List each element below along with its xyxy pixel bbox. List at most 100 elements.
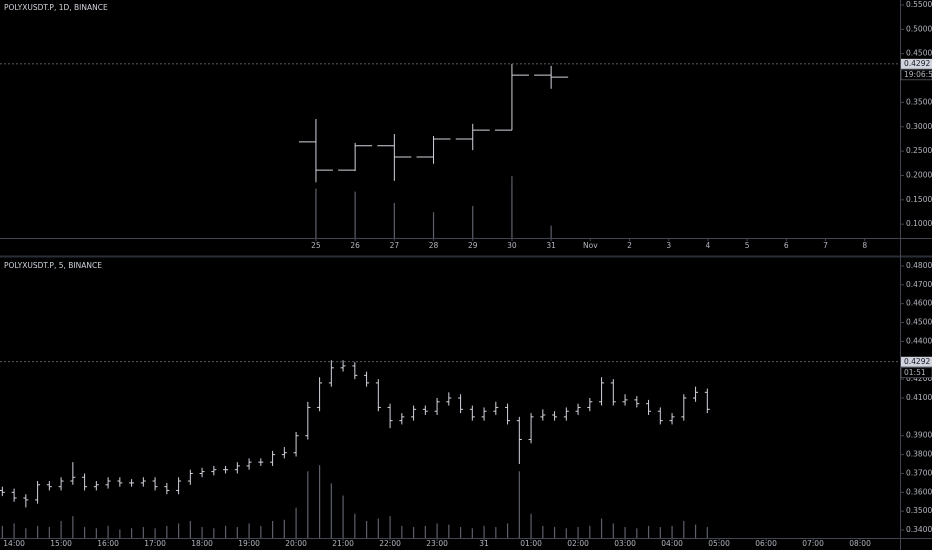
x-tick-label: 06:00	[755, 539, 777, 548]
countdown-box	[900, 367, 932, 379]
volume-bar	[315, 188, 317, 238]
price-label: 0.4292	[904, 59, 930, 68]
volume-bar	[472, 206, 474, 238]
volume-bar	[330, 483, 332, 538]
y-tick-label: 0.4500	[906, 318, 932, 327]
volume-bar	[459, 527, 462, 538]
price-label-box	[901, 356, 932, 367]
volume-bar	[542, 525, 544, 538]
chart-title: POLYXUSDT.P, 5, BINANCE	[4, 261, 102, 270]
volume-bar	[436, 523, 438, 538]
y-tick-label: 0.2000	[906, 170, 932, 179]
x-tick-label: Nov	[583, 241, 598, 250]
volume-bar	[565, 528, 567, 538]
volume-bar	[471, 528, 473, 538]
volume-bar	[1, 525, 3, 538]
y-tick-label: 0.3500	[906, 97, 932, 106]
volume-bar	[495, 527, 497, 538]
volume-bar	[154, 528, 156, 538]
countdown-label: 01:51	[904, 368, 926, 377]
x-tick-label: 28	[429, 241, 439, 250]
volume-bar	[107, 525, 109, 538]
volume-bar	[389, 516, 391, 538]
y-tick-label: 0.4700	[906, 280, 932, 289]
x-tick-label: 18:00	[191, 539, 213, 548]
volume-bar	[412, 527, 415, 538]
x-tick-label: 02:00	[567, 539, 589, 548]
volume-bar	[236, 527, 238, 538]
x-tick-label: 3	[666, 241, 671, 250]
y-tick-label: 0.1500	[906, 195, 932, 204]
volume-bar	[636, 528, 638, 538]
y-tick-label: 0.4500	[906, 49, 932, 58]
y-tick-label: 0.3600	[906, 487, 932, 496]
x-tick-label: 2	[627, 241, 632, 250]
volume-bar	[130, 528, 133, 538]
volume-bar	[553, 527, 556, 538]
volume-bar	[95, 528, 97, 538]
volume-bar	[142, 527, 144, 538]
volume-bar	[432, 212, 435, 238]
volume-bar	[48, 527, 50, 538]
y-tick-label: 0.4200	[906, 374, 932, 383]
volume-bar	[612, 523, 614, 538]
volume-bar	[511, 176, 513, 238]
volume-bar	[189, 521, 191, 538]
x-tick-label: 04:00	[661, 539, 683, 548]
y-tick-label: 0.4800	[906, 261, 932, 270]
x-tick-label: 23:00	[426, 539, 448, 548]
price-label: 0.4292	[904, 357, 930, 366]
x-tick-label: 16:00	[97, 539, 119, 548]
x-tick-label: 01:00	[520, 539, 542, 548]
volume-bar	[448, 524, 450, 538]
volume-bar	[25, 528, 27, 538]
volume-bar	[600, 518, 603, 538]
countdown-box	[900, 69, 932, 81]
volume-bar	[577, 527, 579, 538]
volume-bar	[36, 525, 39, 538]
x-tick-label: 05:00	[708, 539, 730, 548]
x-tick-label: 21:00	[332, 539, 354, 548]
volume-bar	[659, 527, 661, 538]
x-tick-label: 25	[311, 241, 321, 250]
volume-bar	[13, 523, 15, 538]
x-tick-label: 27	[390, 241, 400, 250]
volume-bar	[624, 527, 626, 538]
x-tick-label: 31	[546, 241, 556, 250]
x-tick-label: 29	[468, 241, 478, 250]
x-tick-label: 08:00	[849, 539, 871, 548]
volume-bar	[354, 191, 356, 238]
volume-bar	[424, 525, 426, 538]
volume-bar	[166, 525, 168, 538]
volume-bar	[550, 225, 552, 238]
volume-bar	[694, 524, 697, 538]
y-tick-label: 0.3900	[906, 431, 932, 440]
volume-bar	[283, 519, 285, 538]
volume-bar	[365, 521, 368, 538]
y-tick-label: 0.2500	[906, 146, 932, 155]
chart-title: POLYXUSDT.P, 1D, BINANCE	[4, 3, 108, 12]
volume-bar	[589, 525, 591, 538]
volume-bar	[72, 516, 74, 538]
volume-bar	[647, 525, 650, 538]
y-tick-label: 0.3400	[906, 525, 932, 534]
y-tick-label: 0.3000	[906, 122, 932, 131]
volume-bar	[213, 528, 215, 538]
x-tick-label: 20:00	[285, 539, 307, 548]
x-tick-label: 07:00	[802, 539, 824, 548]
price-label-box	[901, 58, 932, 69]
volume-bar	[248, 523, 250, 538]
volume-bar	[295, 507, 297, 538]
volume-bar	[377, 518, 379, 538]
x-tick-label: 7	[823, 241, 828, 250]
volume-bar	[260, 525, 262, 538]
volume-bar	[60, 521, 62, 538]
x-tick-label: 03:00	[614, 539, 636, 548]
countdown-label: 19:06:51	[904, 70, 932, 79]
x-tick-label: 6	[784, 241, 789, 250]
volume-bar	[706, 527, 708, 538]
y-tick-label: 0.4600	[906, 299, 932, 308]
x-tick-label: 22:00	[379, 539, 401, 548]
volume-bar	[401, 525, 403, 538]
